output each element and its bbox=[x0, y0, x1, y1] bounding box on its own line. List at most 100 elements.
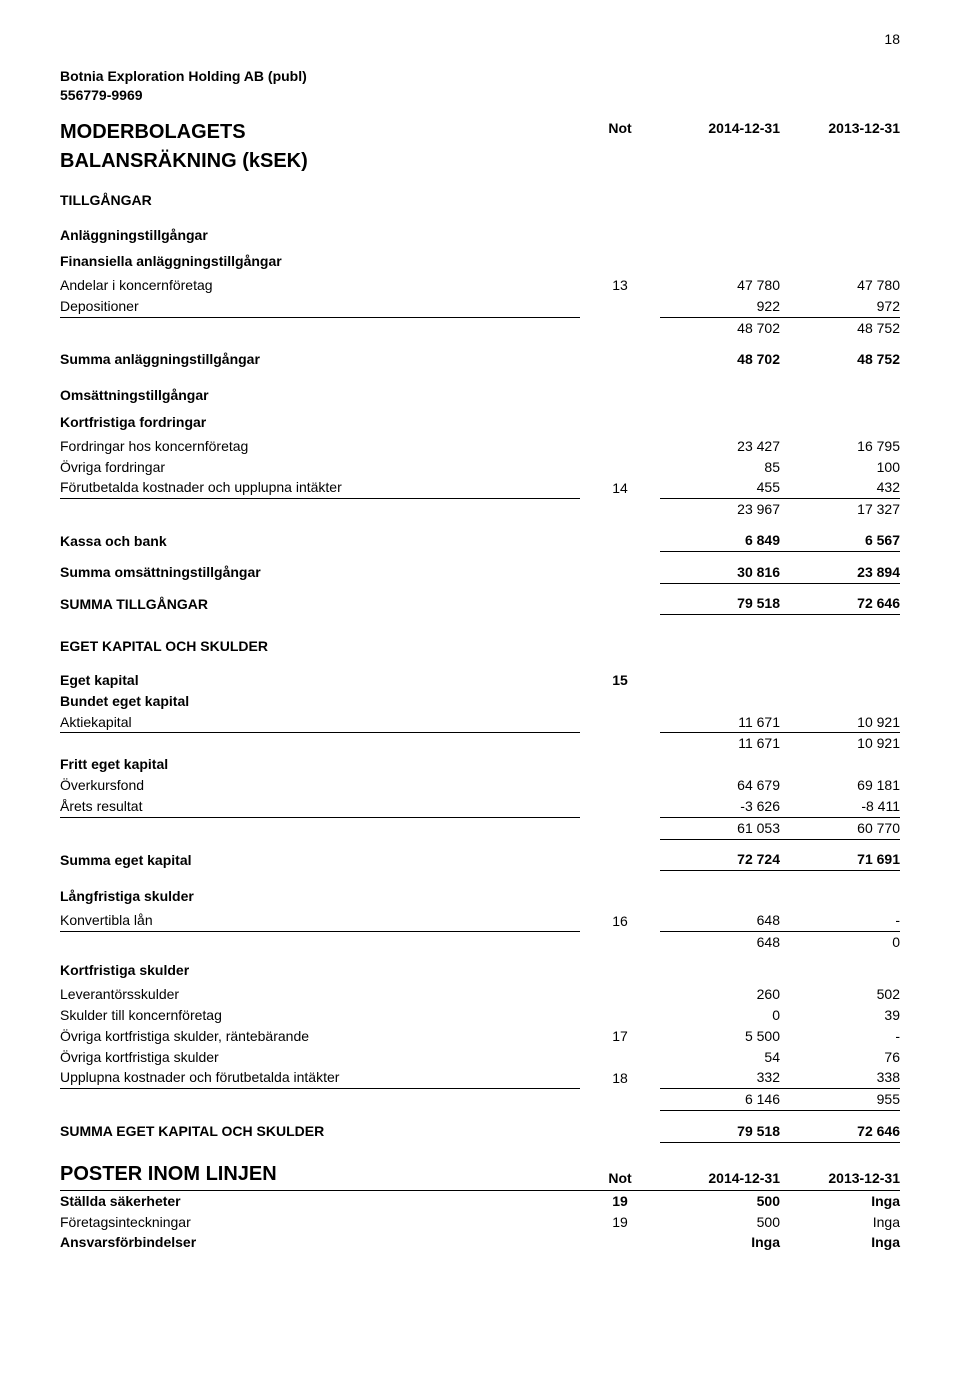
row-note: 17 bbox=[580, 1026, 660, 1047]
row-col2: 100 bbox=[780, 457, 900, 478]
row-col2: 338 bbox=[780, 1067, 900, 1088]
row-note: 13 bbox=[580, 275, 660, 296]
row-col1: 648 bbox=[660, 910, 780, 931]
row-col2: 0 bbox=[780, 932, 900, 953]
row-label: Fordringar hos koncernföretag bbox=[60, 436, 580, 457]
row-label: Ställda säkerheter bbox=[60, 1191, 580, 1212]
row-col1: 79 518 bbox=[660, 593, 780, 614]
table-row bbox=[60, 583, 900, 593]
financial-table: Leverantörsskulder260502Skulder till kon… bbox=[60, 984, 900, 1143]
table-row: 61 05360 770 bbox=[60, 818, 900, 840]
table-row: SUMMA TILLGÅNGAR 79 51872 646 bbox=[60, 593, 900, 614]
row-label bbox=[60, 318, 580, 339]
table-row: Skulder till koncernföretag039 bbox=[60, 1005, 900, 1026]
table-row: 6 146955 bbox=[60, 1089, 900, 1111]
row-label: Övriga kortfristiga skulder bbox=[60, 1047, 580, 1068]
row-col1: 48 702 bbox=[660, 349, 780, 370]
section-heading: Anläggningstillgångar bbox=[60, 226, 900, 245]
table-row: AnsvarsförbindelserIngaInga bbox=[60, 1232, 900, 1253]
table-row bbox=[60, 552, 900, 562]
table-row: Konvertibla lån16648- bbox=[60, 910, 900, 931]
row-col2: 432 bbox=[780, 477, 900, 498]
footer-header: POSTER INOM LINJEN Not 2014-12-31 2013-1… bbox=[60, 1161, 900, 1191]
row-label: Överkursfond bbox=[60, 775, 580, 796]
row-col2: 72 646 bbox=[780, 1121, 900, 1142]
row-col1: 6 849 bbox=[660, 530, 780, 551]
row-col2 bbox=[780, 670, 900, 691]
row-label: Depositioner bbox=[60, 296, 580, 317]
row-note bbox=[580, 1232, 660, 1253]
row-note bbox=[580, 932, 660, 953]
row-note bbox=[580, 1121, 660, 1142]
row-col1 bbox=[660, 691, 780, 712]
row-col2: -8 411 bbox=[780, 796, 900, 817]
table-row: Ställda säkerheter19500Inga bbox=[60, 1191, 900, 1212]
row-note bbox=[580, 318, 660, 339]
row-label: SUMMA TILLGÅNGAR bbox=[60, 593, 580, 614]
row-label bbox=[60, 818, 580, 840]
row-note: 14 bbox=[580, 477, 660, 498]
table-row: Fordringar hos koncernföretag23 42716 79… bbox=[60, 436, 900, 457]
row-col1: 648 bbox=[660, 932, 780, 953]
row-col2: 48 752 bbox=[780, 349, 900, 370]
row-note bbox=[580, 1005, 660, 1026]
table-row: Fritt eget kapital bbox=[60, 754, 900, 775]
row-note bbox=[580, 1089, 660, 1111]
table-row bbox=[60, 839, 900, 849]
footer-table: Ställda säkerheter19500Inga Företagsinte… bbox=[60, 1191, 900, 1254]
col-header-note: Not bbox=[580, 119, 660, 146]
row-col1: 23 427 bbox=[660, 436, 780, 457]
row-col2: 502 bbox=[780, 984, 900, 1005]
row-col1: 500 bbox=[660, 1212, 780, 1233]
row-note bbox=[580, 818, 660, 840]
page-number: 18 bbox=[60, 30, 900, 49]
row-col2: Inga bbox=[780, 1212, 900, 1233]
section-heading: TILLGÅNGAR bbox=[60, 191, 900, 210]
table-row: Bundet eget kapital bbox=[60, 691, 900, 712]
footer-title: POSTER INOM LINJEN bbox=[60, 1161, 580, 1188]
company-block: Botnia Exploration Holding AB (publ) 556… bbox=[60, 67, 900, 105]
row-col1: 79 518 bbox=[660, 1121, 780, 1142]
row-col2: 48 752 bbox=[780, 318, 900, 339]
row-note bbox=[580, 296, 660, 317]
row-note: 16 bbox=[580, 910, 660, 931]
row-label: Ansvarsförbindelser bbox=[60, 1232, 580, 1253]
row-label bbox=[60, 733, 580, 754]
row-col2 bbox=[780, 754, 900, 775]
financial-table: Konvertibla lån16648-6480 bbox=[60, 910, 900, 953]
financial-table: Eget kapital15Bundet eget kapitalAktieka… bbox=[60, 660, 900, 872]
section-heading: EGET KAPITAL OCH SKULDER bbox=[60, 637, 900, 656]
table-row: Företagsinteckningar19500Inga bbox=[60, 1212, 900, 1233]
footer-col-2013: 2013-12-31 bbox=[780, 1169, 900, 1188]
row-label bbox=[60, 932, 580, 953]
section-heading: Kortfristiga skulder bbox=[60, 961, 900, 980]
row-col2: 10 921 bbox=[780, 733, 900, 754]
footer-col-note: Not bbox=[580, 1169, 660, 1188]
col-header-2014: 2014-12-31 bbox=[660, 119, 780, 146]
row-col1: 455 bbox=[660, 477, 780, 498]
row-label: Eget kapital bbox=[60, 670, 580, 691]
row-note bbox=[580, 436, 660, 457]
company-orgno: 556779-9969 bbox=[60, 86, 900, 105]
row-col2: 17 327 bbox=[780, 499, 900, 520]
row-label: Bundet eget kapital bbox=[60, 691, 580, 712]
row-col2: 39 bbox=[780, 1005, 900, 1026]
row-col2: Inga bbox=[780, 1232, 900, 1253]
row-col2: 72 646 bbox=[780, 593, 900, 614]
table-row: 11 67110 921 bbox=[60, 733, 900, 754]
row-col1: 48 702 bbox=[660, 318, 780, 339]
col-header-2013: 2013-12-31 bbox=[780, 119, 900, 146]
table-row: 6480 bbox=[60, 932, 900, 953]
row-label: Övriga kortfristiga skulder, räntebärand… bbox=[60, 1026, 580, 1047]
row-col1: 72 724 bbox=[660, 849, 780, 870]
row-col1: 332 bbox=[660, 1067, 780, 1088]
row-col1: 30 816 bbox=[660, 562, 780, 583]
row-col2: 71 691 bbox=[780, 849, 900, 870]
row-note: 19 bbox=[580, 1191, 660, 1212]
table-row: 23 96717 327 bbox=[60, 499, 900, 520]
table-row: Överkursfond64 67969 181 bbox=[60, 775, 900, 796]
table-row: Övriga kortfristiga skulder5476 bbox=[60, 1047, 900, 1068]
row-note bbox=[580, 849, 660, 870]
row-label bbox=[60, 1089, 580, 1111]
row-col1 bbox=[660, 754, 780, 775]
